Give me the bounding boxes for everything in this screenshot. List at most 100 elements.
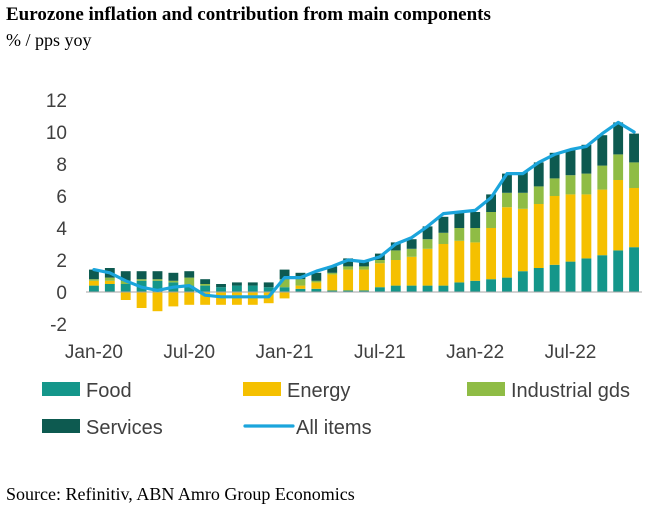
y-axis-ticks: -2 0 2 4 6 8 10 12 — [46, 91, 68, 336]
x-tick-label: Jan-20 — [65, 342, 123, 363]
y-tick-label: 2 — [56, 251, 67, 272]
legend-label: Food — [86, 380, 132, 402]
legend-label: Industrial gds — [511, 380, 630, 402]
bar-services — [549, 152, 560, 179]
bar-food — [263, 287, 274, 292]
bar-food — [454, 282, 465, 292]
bar-services — [216, 284, 226, 288]
bar-food — [327, 290, 338, 292]
bar-food — [422, 285, 433, 292]
bar-industrial-gds — [597, 165, 608, 190]
bar-energy — [422, 248, 433, 286]
bar-energy — [565, 194, 576, 262]
legend-label: Services — [86, 417, 163, 439]
bar-food — [295, 288, 306, 292]
bar-industrial-gds — [136, 279, 147, 281]
bar-food — [200, 285, 211, 292]
bar-energy — [120, 292, 131, 300]
bar-food — [438, 285, 449, 292]
bar-services — [613, 122, 624, 155]
legend-item-services: Services — [42, 417, 163, 439]
y-tick-label: 12 — [46, 91, 67, 112]
bar-industrial-gds — [200, 284, 211, 286]
bar-industrial-gds — [517, 192, 528, 209]
y-tick-label: 0 — [56, 283, 67, 304]
bar-energy — [486, 228, 497, 280]
bar-services — [343, 258, 354, 267]
legend-item-food: Food — [42, 380, 132, 402]
bar-services — [486, 194, 497, 212]
bar-services — [263, 282, 274, 288]
bar-services — [152, 271, 163, 280]
bar-food — [247, 285, 258, 292]
legend-swatch — [467, 382, 505, 396]
bar-services — [168, 272, 179, 281]
bar-industrial-gds — [311, 280, 322, 283]
bar-energy — [104, 280, 115, 284]
x-tick-label: Jul-20 — [163, 342, 215, 363]
bar-food — [502, 277, 512, 292]
bar-services — [517, 172, 528, 193]
bar-services — [231, 282, 242, 286]
bar-food — [517, 271, 528, 292]
bar-industrial-gds — [549, 178, 560, 196]
chart-subtitle: % / pps yoy — [6, 30, 92, 50]
bar-energy — [136, 292, 147, 308]
bar-food — [406, 285, 417, 292]
bar-food — [374, 287, 385, 292]
bar-food — [343, 290, 354, 292]
bar-food — [104, 284, 115, 292]
bar-food — [89, 285, 99, 292]
y-tick-label: 10 — [46, 123, 67, 144]
bar-services — [454, 212, 465, 228]
x-tick-label: Jul-21 — [354, 342, 406, 363]
x-tick-label: Jul-22 — [545, 342, 597, 363]
bar-services — [406, 239, 417, 249]
bar-industrial-gds — [327, 272, 338, 275]
legend-swatch — [42, 419, 80, 433]
bar-services — [502, 173, 512, 193]
all-items-line — [92, 120, 636, 299]
bar-food — [486, 279, 497, 292]
bar-energy — [581, 194, 592, 259]
bar-energy — [549, 196, 560, 265]
bar-food — [152, 280, 163, 292]
bar-services — [422, 226, 433, 240]
x-axis-ticks: Jan-20 Jul-20 Jan-21 Jul-21 Jan-22 Jul-22 — [65, 342, 597, 363]
chart-title: Eurozone inflation and contribution from… — [6, 4, 491, 25]
bar-industrial-gds — [390, 250, 401, 260]
bar-industrial-gds — [422, 239, 433, 249]
y-tick-label: 4 — [56, 219, 67, 240]
bar-energy — [295, 285, 306, 289]
bar-energy — [152, 292, 163, 312]
stacked-bars — [89, 122, 639, 312]
bar-industrial-gds — [486, 212, 497, 228]
bar-services — [200, 279, 211, 284]
bar-industrial-gds — [438, 232, 449, 244]
bar-energy — [454, 240, 465, 283]
bar-energy — [597, 189, 608, 256]
bar-services — [327, 266, 338, 273]
legend-label: All items — [296, 417, 372, 439]
legend-swatch — [243, 382, 281, 396]
bar-energy — [327, 274, 338, 291]
legend-swatch — [42, 382, 80, 396]
bar-industrial-gds — [89, 279, 99, 281]
bar-services — [184, 271, 195, 278]
bar-food — [311, 288, 322, 292]
bar-industrial-gds — [502, 192, 512, 208]
bar-food — [279, 287, 290, 292]
bar-services — [438, 216, 449, 233]
bar-energy — [359, 269, 369, 291]
legend-item-industrial-gds: Industrial gds — [467, 380, 630, 402]
bar-industrial-gds — [343, 266, 354, 270]
bar-services — [581, 144, 592, 174]
y-tick-label: 8 — [56, 155, 67, 176]
bar-food — [184, 285, 195, 292]
bar-industrial-gds — [565, 175, 576, 195]
bar-food — [390, 285, 401, 292]
bar-energy — [168, 292, 179, 307]
legend-item-energy: Energy — [243, 380, 350, 402]
bar-energy — [438, 244, 449, 286]
